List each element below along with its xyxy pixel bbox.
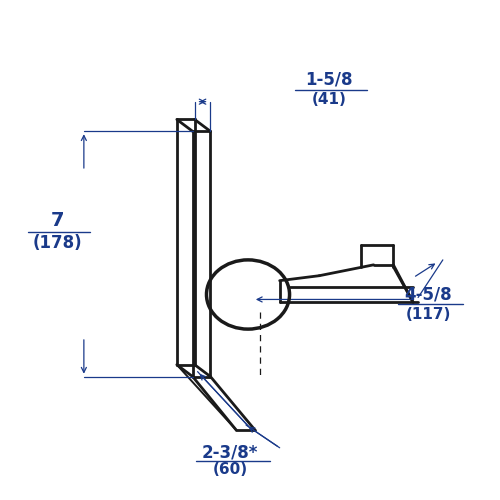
Text: (60): (60) (212, 462, 248, 477)
Text: 2-3/8*: 2-3/8* (202, 444, 258, 462)
Text: 7: 7 (50, 211, 64, 230)
Text: 1-5/8: 1-5/8 (306, 71, 353, 89)
Text: 4-5/8: 4-5/8 (404, 286, 452, 304)
Text: (41): (41) (312, 92, 346, 107)
Text: (178): (178) (32, 234, 82, 252)
Text: (117): (117) (406, 307, 450, 322)
